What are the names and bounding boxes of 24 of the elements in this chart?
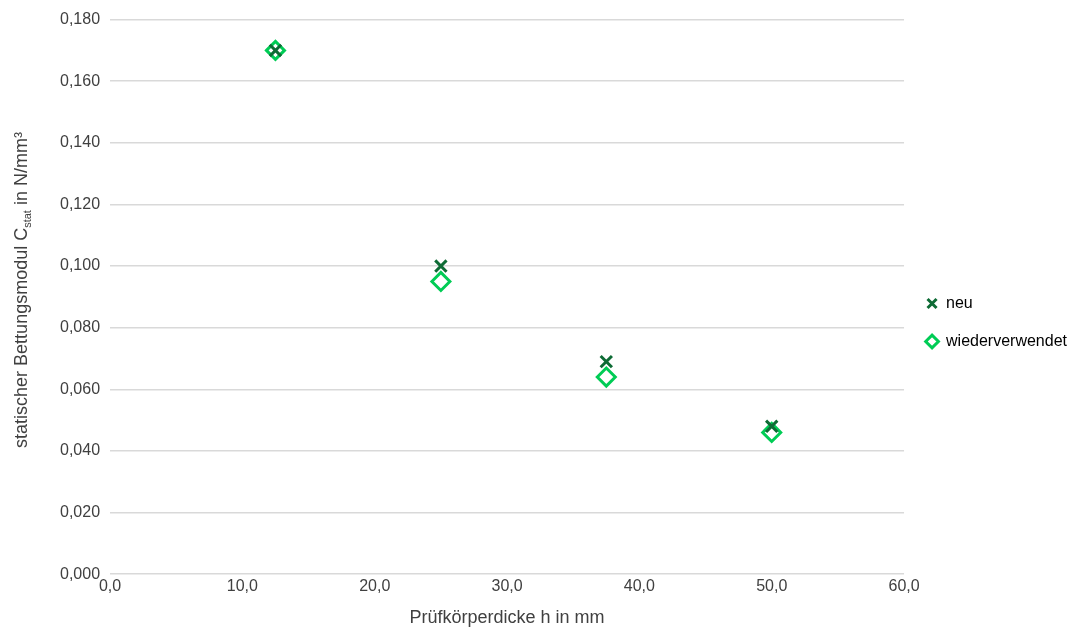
y-tick-label: 0,060 [59, 379, 101, 397]
point [595, 366, 617, 388]
legend-label: wiederverwendet [945, 331, 1068, 349]
y-tick-label: 0,180 [59, 10, 101, 28]
y-tick-label: 0,100 [59, 256, 101, 274]
point [430, 270, 452, 292]
x-tick-label: 50,0 [756, 577, 788, 595]
x-tick-label: 0,0 [98, 577, 122, 595]
point [599, 354, 614, 369]
y-tick-label: 0,160 [59, 71, 101, 89]
x-tick-label: 40,0 [623, 577, 656, 595]
x-axis-title: Prüfkörperdicke h in mm [409, 607, 605, 628]
y-tick-label: 0,140 [59, 133, 101, 151]
y-tick-label: 0,000 [59, 564, 101, 582]
point [433, 258, 449, 274]
x-tick-label: 30,0 [491, 577, 523, 595]
y-tick-label: 0,080 [59, 318, 101, 336]
x-tick-label: 20,0 [359, 577, 391, 595]
legend-label: neu [946, 293, 973, 311]
y-tick-label: 0,040 [59, 441, 101, 459]
y-tick-label: 0,020 [59, 502, 101, 520]
y-tick-label: 0,120 [59, 194, 101, 212]
x-tick-label: 10,0 [226, 577, 259, 595]
x-tick-label: 60,0 [888, 577, 920, 595]
